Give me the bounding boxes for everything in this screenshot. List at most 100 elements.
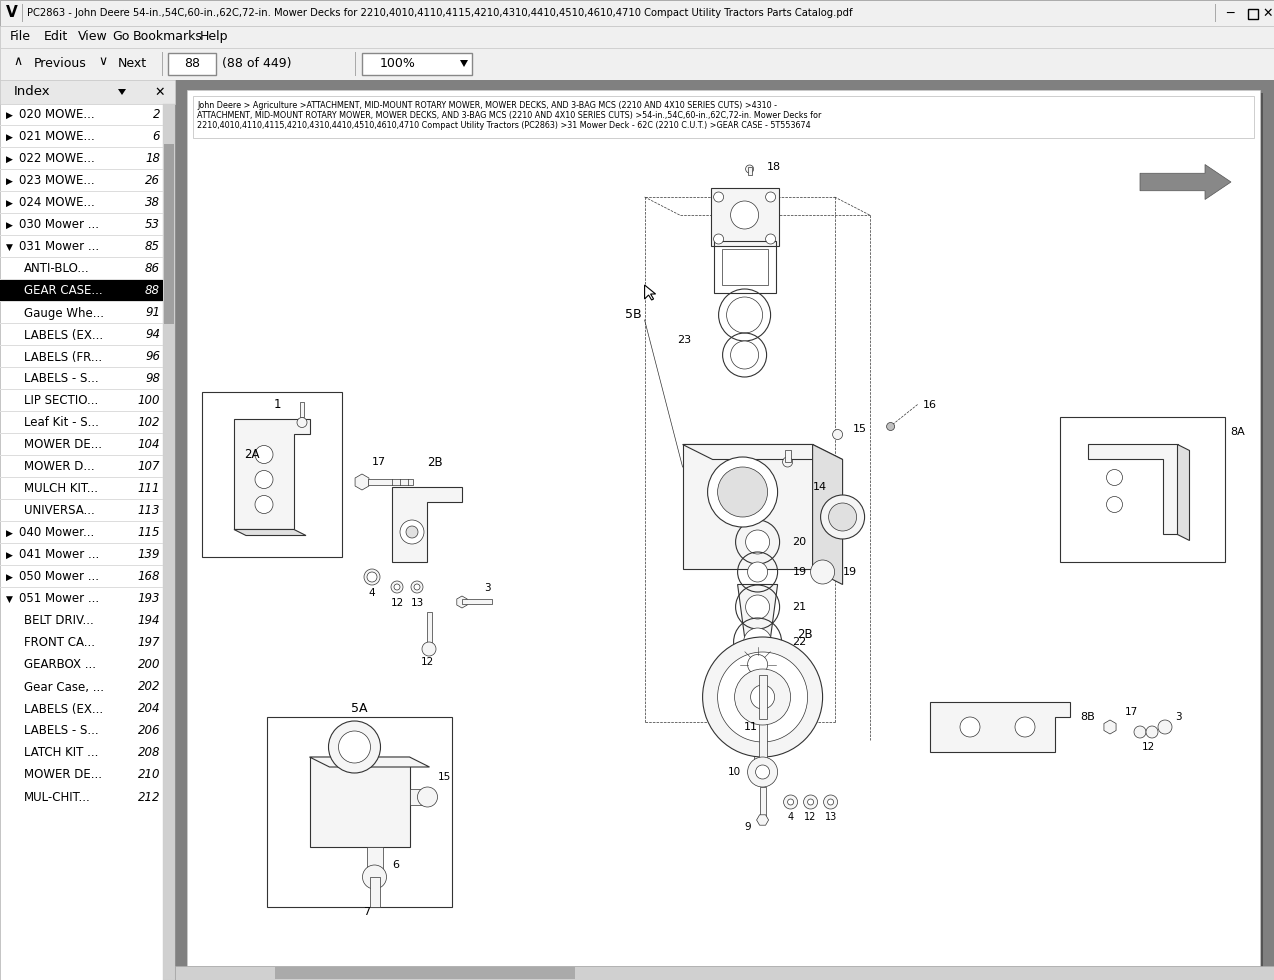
Text: LABELS (FR...: LABELS (FR... <box>24 351 102 364</box>
Bar <box>0 48 1274 80</box>
Text: 18: 18 <box>145 153 161 166</box>
Text: 020 MOWE...: 020 MOWE... <box>19 109 94 122</box>
Text: ▶: ▶ <box>6 572 13 581</box>
Polygon shape <box>930 702 1070 752</box>
Text: ▼: ▼ <box>6 242 13 252</box>
Circle shape <box>745 165 754 173</box>
Circle shape <box>406 526 418 538</box>
Text: 88: 88 <box>145 284 161 298</box>
Circle shape <box>297 417 307 427</box>
Circle shape <box>394 584 400 590</box>
Bar <box>711 188 778 246</box>
Circle shape <box>784 795 798 809</box>
Circle shape <box>735 669 791 725</box>
Text: LIP SECTIO...: LIP SECTIO... <box>24 395 98 408</box>
Text: 15: 15 <box>852 424 866 434</box>
Circle shape <box>1015 717 1034 737</box>
Bar <box>758 675 767 719</box>
Text: GEARBOX ...: GEARBOX ... <box>24 659 96 671</box>
Text: 1: 1 <box>273 398 280 411</box>
Text: 86: 86 <box>145 263 161 275</box>
Text: 210: 210 <box>138 768 161 781</box>
Text: Bookmarks: Bookmarks <box>132 30 203 43</box>
Circle shape <box>1107 497 1122 513</box>
Text: 051 Mower ...: 051 Mower ... <box>19 593 99 606</box>
Text: ▼: ▼ <box>6 595 13 604</box>
Circle shape <box>750 685 775 709</box>
Text: 6: 6 <box>392 860 400 870</box>
Text: Edit: Edit <box>45 30 69 43</box>
Text: BELT DRIV...: BELT DRIV... <box>24 614 94 627</box>
Circle shape <box>828 799 833 805</box>
Text: 20: 20 <box>792 537 806 547</box>
Text: ▶: ▶ <box>6 132 13 141</box>
Bar <box>713 241 776 293</box>
Text: 8A: 8A <box>1229 427 1245 437</box>
Text: ANTI-BLO...: ANTI-BLO... <box>24 263 89 275</box>
Polygon shape <box>1088 445 1177 534</box>
Text: 12: 12 <box>390 598 404 608</box>
Bar <box>462 599 492 604</box>
Bar <box>409 789 428 805</box>
Text: 197: 197 <box>138 636 161 650</box>
Bar <box>268 717 452 907</box>
Circle shape <box>808 799 814 805</box>
Text: 100%: 100% <box>380 58 415 71</box>
Text: 204: 204 <box>138 703 161 715</box>
Text: 10: 10 <box>727 767 740 777</box>
Text: 4: 4 <box>787 812 794 822</box>
Circle shape <box>787 799 794 805</box>
Bar <box>427 612 432 647</box>
Circle shape <box>702 637 823 757</box>
Bar <box>683 445 813 569</box>
Bar <box>367 847 382 877</box>
Circle shape <box>1134 726 1147 738</box>
Text: 208: 208 <box>138 747 161 760</box>
Text: 2: 2 <box>153 109 161 122</box>
Circle shape <box>744 628 772 656</box>
Text: ▶: ▶ <box>6 220 13 229</box>
Text: Help: Help <box>200 30 228 43</box>
Text: 040 Mower...: 040 Mower... <box>19 526 94 540</box>
Bar <box>368 479 413 485</box>
Circle shape <box>414 584 420 590</box>
Text: 13: 13 <box>824 812 837 822</box>
Circle shape <box>717 652 808 742</box>
Circle shape <box>726 297 763 333</box>
Text: John Deere > Agriculture >ATTACHMENT, MID-MOUNT ROTARY MOWER, MOWER DECKS, AND 3: John Deere > Agriculture >ATTACHMENT, MI… <box>197 101 777 110</box>
Circle shape <box>755 765 769 779</box>
Text: 9: 9 <box>744 822 750 832</box>
Text: 85: 85 <box>145 240 161 254</box>
Text: 024 MOWE...: 024 MOWE... <box>19 197 94 210</box>
Text: 16: 16 <box>922 400 936 410</box>
Text: LABELS (EX...: LABELS (EX... <box>24 703 103 715</box>
Polygon shape <box>738 584 777 645</box>
Circle shape <box>748 757 777 787</box>
Text: ▶: ▶ <box>6 528 13 537</box>
Text: 21: 21 <box>792 602 806 612</box>
Text: 030 Mower ...: 030 Mower ... <box>19 219 99 231</box>
Circle shape <box>961 717 980 737</box>
Circle shape <box>391 581 403 593</box>
Bar <box>175 80 1274 980</box>
Circle shape <box>748 562 768 582</box>
Text: 5B: 5B <box>624 309 641 321</box>
Text: 17: 17 <box>372 457 386 467</box>
Text: 2B: 2B <box>798 628 813 641</box>
Text: 6: 6 <box>153 130 161 143</box>
Text: 5A: 5A <box>352 703 368 715</box>
Text: Next: Next <box>118 58 147 71</box>
Polygon shape <box>1177 445 1190 541</box>
Text: View: View <box>78 30 108 43</box>
Text: ATTACHMENT, MID-MOUNT ROTARY MOWER, MOWER DECKS, AND 3-BAG MCS (2210 AND 4X10 SE: ATTACHMENT, MID-MOUNT ROTARY MOWER, MOWE… <box>197 111 822 120</box>
Text: File: File <box>10 30 31 43</box>
Text: (88 of 449): (88 of 449) <box>222 58 292 71</box>
Text: 2210,4010,4110,4115,4210,4310,4410,4510,4610,4710 Compact Utility Tractors (PC28: 2210,4010,4110,4115,4210,4310,4410,4510,… <box>197 121 810 130</box>
Polygon shape <box>310 757 429 767</box>
Bar <box>203 392 341 557</box>
Text: 206: 206 <box>138 724 161 738</box>
Circle shape <box>717 467 768 517</box>
Bar <box>369 877 380 907</box>
Circle shape <box>730 201 758 229</box>
Text: 4: 4 <box>368 588 376 598</box>
